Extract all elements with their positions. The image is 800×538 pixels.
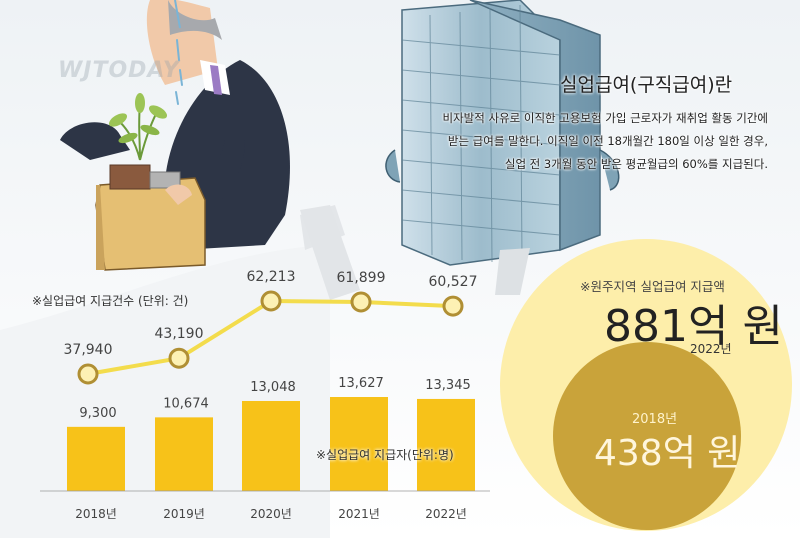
x-label-1: 2019년	[163, 507, 205, 521]
year-2022-label: 2022년	[690, 342, 732, 356]
line-value-label-2: 62,213	[247, 269, 296, 285]
bar-value-label-1: 10,674	[163, 396, 209, 411]
definition-line-1: 비자발적 사유로 이직한 고용보험 가입 근로자가 재취업 활동 기간에	[442, 111, 768, 125]
year-2018-label: 2018년	[632, 412, 678, 427]
line-path	[87, 298, 454, 376]
amount-2022: 881억 원	[604, 301, 783, 352]
amount-circle-2018	[553, 342, 741, 530]
line-chart-title: ※실업급여 지급건수 (단위: 건)	[32, 294, 189, 308]
bar-value-label-0: 9,300	[79, 406, 116, 421]
definition-line-2: 받는 급여를 말한다. 이직일 이전 18개월간 180일 이상 일한 경우,	[447, 134, 768, 148]
definition-title: 실업급여(구직급여)란	[560, 74, 733, 96]
bar-series	[67, 397, 475, 491]
bar-value-labels: 9,300 10,674 13,048 13,627 13,345	[79, 376, 470, 421]
amount-circles	[500, 239, 792, 531]
line-marker-1	[168, 347, 190, 369]
bar-1	[155, 417, 213, 491]
line-marker-3	[350, 291, 372, 313]
line-value-label-3: 61,899	[337, 270, 386, 286]
bar-value-label-3: 13,627	[338, 376, 384, 391]
amount-2018: 438억 원	[594, 433, 741, 474]
x-label-2: 2020년	[250, 507, 292, 521]
x-axis-labels: 2018년 2019년 2020년 2021년 2022년	[75, 507, 467, 521]
building-foot-shade	[495, 248, 530, 295]
x-label-3: 2021년	[338, 507, 380, 521]
line-series	[77, 290, 464, 385]
bar-4	[417, 398, 475, 491]
leg-shade	[300, 205, 360, 300]
x-label-4: 2022년	[425, 507, 467, 521]
circle-caption: ※원주지역 실업급여 지급액	[580, 279, 725, 294]
bar-3	[330, 397, 388, 491]
bar-chart-title: ※실업급여 지급자(단위:명)	[316, 448, 454, 462]
x-label-0: 2018년	[75, 507, 117, 521]
man-holding-box	[60, 0, 290, 271]
definition-line-3: 실업 전 3개월 동안 받은 평균월급의 60%를 지급된다.	[504, 157, 768, 171]
bar-2	[242, 400, 300, 491]
watermark: WJTODAY	[58, 58, 180, 83]
line-value-label-4: 60,527	[429, 274, 478, 290]
bar-value-label-2: 13,048	[250, 380, 296, 395]
office-building	[385, 0, 620, 266]
bar-value-label-4: 13,345	[425, 378, 471, 393]
line-value-label-1: 43,190	[155, 326, 204, 342]
line-marker-0	[77, 363, 99, 385]
line-marker-4	[442, 295, 464, 317]
line-marker-2	[260, 290, 282, 312]
line-value-label-0: 37,940	[64, 342, 113, 358]
bar-0	[67, 426, 125, 491]
line-value-labels: 37,940 43,190 62,213 61,899 60,527	[64, 269, 478, 358]
